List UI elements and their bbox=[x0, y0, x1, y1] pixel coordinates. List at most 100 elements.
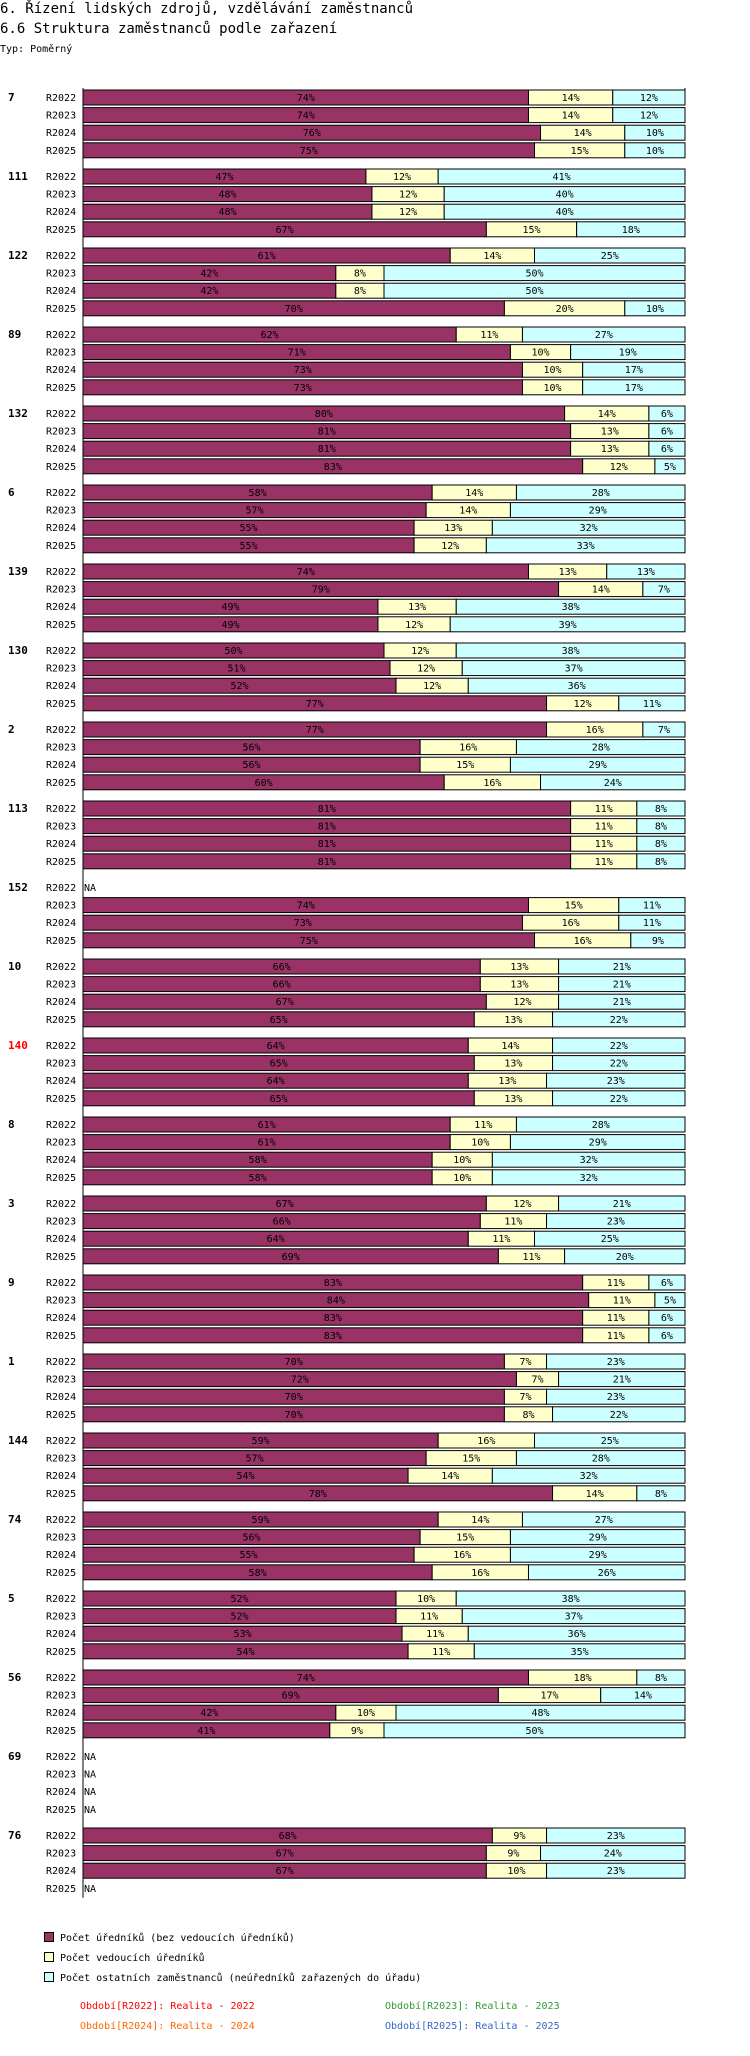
data-label: 11% bbox=[426, 1629, 444, 1640]
data-label: 12% bbox=[513, 1199, 531, 1210]
segment-other-staff bbox=[546, 1827, 686, 1844]
period-label: R2024 bbox=[46, 286, 76, 297]
data-label: 22% bbox=[610, 1041, 628, 1052]
data-label: 13% bbox=[408, 602, 426, 613]
data-label: 32% bbox=[580, 1471, 598, 1482]
data-label: 20% bbox=[556, 304, 574, 315]
data-label: 52% bbox=[230, 681, 248, 692]
group-label: 2 bbox=[8, 723, 15, 736]
data-label: 9% bbox=[351, 1726, 363, 1737]
segment-other-staff bbox=[383, 265, 686, 282]
data-label: 54% bbox=[237, 1647, 255, 1658]
data-label: 29% bbox=[589, 760, 607, 771]
data-label: 13% bbox=[504, 1094, 522, 1105]
data-label: 8% bbox=[354, 286, 366, 297]
data-label: 13% bbox=[504, 1059, 522, 1070]
data-label: 67% bbox=[276, 225, 294, 236]
data-label: 15% bbox=[522, 225, 540, 236]
segment-other-staff bbox=[636, 835, 686, 852]
segment-other-staff bbox=[624, 124, 686, 141]
data-label: 13% bbox=[504, 1015, 522, 1026]
data-label: 9% bbox=[513, 1831, 525, 1842]
period-label: R2023 bbox=[46, 1296, 76, 1307]
data-label: 11% bbox=[420, 1612, 438, 1623]
data-label: 28% bbox=[592, 1120, 610, 1131]
data-label: 15% bbox=[456, 1533, 474, 1544]
data-label: 13% bbox=[498, 1076, 516, 1087]
data-label: 6% bbox=[661, 1331, 673, 1342]
period-label: R2024 bbox=[46, 365, 76, 376]
legend-swatch-officials bbox=[44, 1932, 54, 1942]
data-label: 10% bbox=[646, 128, 664, 139]
data-label: 11% bbox=[613, 1296, 631, 1307]
data-label: 14% bbox=[586, 1489, 604, 1500]
period-label: R2025 bbox=[46, 304, 76, 315]
legend-swatch-managers bbox=[44, 1952, 54, 1962]
legend-label-managers: Počet vedoucích úředníků bbox=[60, 1953, 205, 1964]
data-label: 14% bbox=[634, 1691, 652, 1702]
data-label: 61% bbox=[258, 1120, 276, 1131]
data-label: 13% bbox=[444, 523, 462, 534]
data-label: 56% bbox=[243, 760, 261, 771]
group-label: 69 bbox=[8, 1750, 21, 1763]
data-label: 55% bbox=[240, 1550, 258, 1561]
data-label: 12% bbox=[393, 172, 411, 183]
period-label: R2025 bbox=[46, 146, 76, 157]
data-label: 32% bbox=[580, 1155, 598, 1166]
data-label: 21% bbox=[613, 1375, 631, 1386]
segment-other-staff bbox=[648, 1309, 686, 1326]
data-label: 10% bbox=[471, 1138, 489, 1149]
segment-other-staff bbox=[546, 1213, 686, 1230]
data-label: 83% bbox=[324, 1278, 342, 1289]
data-label: 56% bbox=[243, 1533, 261, 1544]
segment-other-staff bbox=[654, 458, 686, 475]
period-label: R2024 bbox=[46, 681, 76, 692]
data-label: 58% bbox=[249, 1568, 267, 1579]
data-label: 65% bbox=[270, 1015, 288, 1026]
data-label: 29% bbox=[589, 1533, 607, 1544]
segment-other-staff bbox=[582, 379, 686, 396]
period-label: R2025 bbox=[46, 699, 76, 710]
period-label: R2023 bbox=[46, 1138, 76, 1149]
period-label: R2022 bbox=[46, 409, 76, 420]
period-label: R2022 bbox=[46, 883, 76, 894]
period-label: R2023 bbox=[46, 269, 76, 280]
period-label: R2023 bbox=[46, 111, 76, 122]
data-label: 10% bbox=[646, 304, 664, 315]
data-label: 74% bbox=[297, 901, 315, 912]
segment-other-staff bbox=[383, 282, 686, 299]
group-label: 74 bbox=[8, 1513, 22, 1526]
data-label: 73% bbox=[294, 365, 312, 376]
data-label: 8% bbox=[655, 857, 667, 868]
segment-other-staff bbox=[576, 221, 686, 238]
segment-other-staff bbox=[552, 1055, 686, 1072]
segment-other-staff bbox=[636, 1485, 686, 1502]
na-label: NA bbox=[84, 1770, 96, 1781]
data-label: 16% bbox=[471, 1568, 489, 1579]
segment-other-staff bbox=[540, 1845, 686, 1862]
data-label: 12% bbox=[513, 997, 531, 1008]
data-label: 57% bbox=[246, 506, 264, 517]
segment-other-staff bbox=[515, 1116, 686, 1133]
period-label: R2023 bbox=[46, 1217, 76, 1228]
period-label: R2025 bbox=[46, 225, 76, 236]
segment-other-staff bbox=[534, 1230, 686, 1247]
data-label: 8% bbox=[655, 822, 667, 833]
group-label: 56 bbox=[8, 1671, 22, 1684]
data-label: 17% bbox=[541, 1691, 559, 1702]
segment-other-staff bbox=[527, 1564, 686, 1581]
data-label: 23% bbox=[607, 1866, 625, 1877]
data-label: 6% bbox=[661, 1278, 673, 1289]
na-label: NA bbox=[84, 1884, 96, 1895]
data-label: 61% bbox=[258, 1138, 276, 1149]
data-label: 13% bbox=[559, 567, 577, 578]
segment-other-staff bbox=[491, 1169, 686, 1186]
segment-other-staff bbox=[600, 1687, 686, 1704]
segment-other-staff bbox=[630, 932, 686, 949]
data-label: 38% bbox=[562, 646, 580, 657]
segment-other-staff bbox=[624, 300, 686, 317]
data-label: 77% bbox=[306, 725, 324, 736]
data-label: 13% bbox=[601, 444, 619, 455]
period-label: R2022 bbox=[46, 1752, 76, 1763]
period-label: R2024 bbox=[46, 128, 76, 139]
